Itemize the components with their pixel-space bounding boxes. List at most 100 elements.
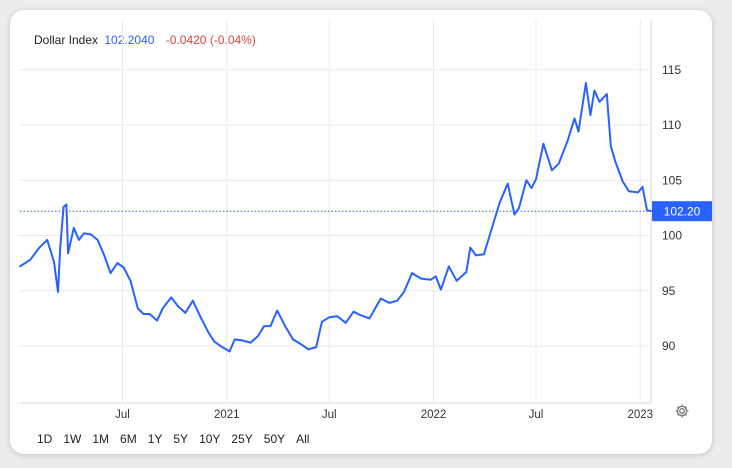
range-1y-button[interactable]: 1Y: [147, 432, 163, 446]
series-point: [542, 142, 545, 145]
symbol-name: Dollar Index: [34, 33, 99, 47]
y-tick-label: 110: [662, 118, 681, 132]
y-tick-label: 90: [662, 339, 676, 353]
series-point: [46, 239, 49, 241]
series-point: [89, 233, 92, 236]
series-point: [328, 316, 331, 319]
series-point: [177, 305, 179, 308]
last-price-tag-label: 102.20: [664, 205, 701, 219]
range-6m-button[interactable]: 6M: [120, 432, 137, 446]
series-point: [573, 117, 576, 120]
series-point: [557, 162, 560, 165]
series-point: [249, 341, 252, 344]
series-point: [513, 213, 516, 216]
series-point: [65, 203, 68, 206]
series-point: [116, 262, 119, 264]
series-point: [609, 145, 612, 147]
series-point: [161, 307, 164, 310]
series-point: [307, 348, 310, 351]
series-point: [359, 314, 362, 316]
series-point: [269, 325, 272, 327]
y-axis: 90 95 100 105 110 115: [662, 63, 682, 353]
series-point: [593, 89, 596, 92]
series-point: [83, 232, 85, 235]
line-chart[interactable]: Jul 2021 Jul 2022 Jul 2023 90 95 100 105 110 115 1…: [10, 10, 712, 454]
range-50y-button[interactable]: 50Y: [263, 432, 286, 446]
x-tick-label: 2021: [214, 409, 240, 421]
series-point: [78, 239, 80, 241]
series-point: [530, 187, 533, 189]
series-point: [411, 272, 413, 274]
series-point: [646, 209, 648, 212]
series-point: [498, 201, 501, 204]
x-tick-label: 2023: [627, 409, 653, 421]
range-1m-button[interactable]: 1M: [92, 432, 110, 446]
series-point: [490, 229, 493, 231]
series-point: [257, 335, 259, 337]
series-point: [142, 313, 145, 315]
series-point: [109, 272, 112, 274]
series-point: [483, 253, 485, 256]
quote-header: Dollar Index 102.2040 -0.0420 (-0.04%): [34, 33, 256, 47]
series-point: [207, 331, 210, 334]
series-point: [455, 279, 458, 282]
series-point: [605, 93, 608, 95]
range-25y-button[interactable]: 25Y: [231, 432, 253, 446]
series-group: [19, 82, 652, 353]
range-5y-button[interactable]: 5Y: [173, 432, 189, 446]
last-price-tag: 102.20: [652, 201, 712, 222]
series-point: [276, 309, 279, 312]
series-point: [577, 130, 580, 133]
series-point: [352, 310, 355, 313]
price-change: -0.0420 (-0.04%): [165, 33, 256, 47]
chart-card: Dollar Index 102.2040 -0.0420 (-0.04%) J…: [10, 10, 712, 454]
series-point: [621, 180, 624, 183]
series-point: [403, 291, 405, 293]
series-point: [59, 246, 62, 249]
x-axis: Jul 2021 Jul 2022 Jul 2023: [115, 409, 653, 421]
series-point: [614, 160, 617, 163]
last-price-tag-box: [652, 201, 712, 222]
series-line: [19, 82, 652, 353]
series-point: [420, 277, 422, 280]
range-1d-button[interactable]: 1D: [37, 432, 53, 446]
y-tick-label: 115: [662, 63, 681, 77]
series-point: [213, 340, 216, 343]
series-point: [465, 271, 468, 273]
series-point: [388, 302, 391, 304]
series-point: [228, 350, 231, 353]
series-point: [469, 246, 472, 249]
series-point: [170, 296, 173, 299]
y-tick-label: 95: [662, 284, 676, 298]
series-point: [29, 258, 32, 261]
series-point: [102, 253, 105, 256]
series-point: [122, 266, 125, 269]
series-point: [199, 316, 202, 319]
range-1w-button[interactable]: 1W: [63, 432, 82, 446]
series-point: [368, 317, 371, 320]
series-point: [336, 315, 339, 318]
series-point: [62, 205, 65, 208]
y-tick-label: 100: [662, 229, 682, 243]
x-tick-label: Jul: [529, 409, 544, 421]
series-point: [284, 325, 286, 327]
range-10y-button[interactable]: 10Y: [199, 432, 221, 446]
range-all-button[interactable]: All: [296, 432, 310, 446]
series-point: [429, 278, 432, 281]
gear-icon[interactable]: [674, 403, 690, 419]
series-point: [57, 291, 59, 293]
series-point: [506, 182, 509, 185]
current-price: 102.2040: [104, 33, 155, 47]
series-point: [440, 288, 442, 291]
series-point: [263, 325, 265, 327]
series-point: [589, 114, 592, 116]
series-point: [628, 190, 630, 193]
series-point: [379, 297, 382, 300]
series-point: [641, 186, 644, 188]
series-point: [96, 239, 99, 241]
series-point: [219, 345, 222, 347]
series-point: [434, 275, 437, 278]
series-point: [184, 312, 187, 314]
series-point: [241, 339, 244, 342]
series-point: [53, 261, 55, 263]
